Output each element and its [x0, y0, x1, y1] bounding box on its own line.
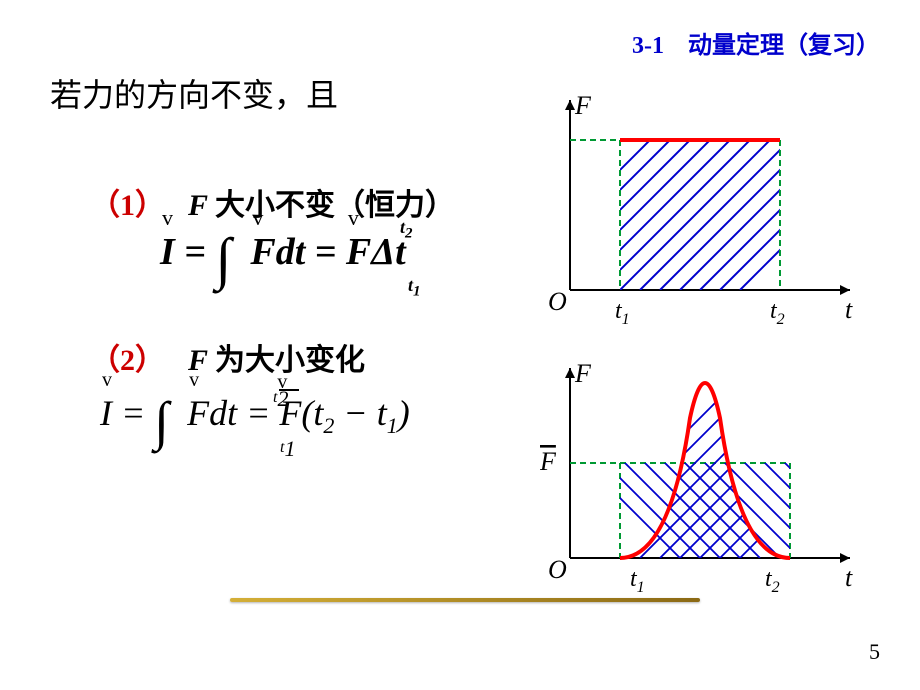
- chart-varying-force: F t O F t1 t2: [540, 358, 870, 608]
- case1-text: F 大小不变（恒力）: [188, 180, 455, 224]
- case1-label: （1）: [90, 180, 165, 224]
- page-number: 5: [869, 639, 880, 665]
- svg-text:F: F: [574, 359, 592, 388]
- page-header: 3-1 动量定理（复习）: [632, 25, 880, 60]
- equation-1: vI = ∫ t2t1 vFdt = vFΔt: [160, 225, 406, 292]
- svg-text:t1: t1: [615, 298, 630, 328]
- svg-text:t: t: [845, 295, 853, 324]
- divider: [230, 598, 700, 602]
- svg-text:F: F: [574, 91, 592, 120]
- svg-text:O: O: [548, 287, 567, 316]
- svg-text:t1: t1: [630, 566, 645, 596]
- intro-text: 若力的方向不变，且: [50, 70, 338, 116]
- svg-text:F: F: [540, 447, 557, 476]
- equation-2: vI = ∫ t2t1 vFdt = vF(t2 − t1): [100, 390, 410, 452]
- svg-text:t2: t2: [770, 298, 785, 328]
- svg-text:O: O: [548, 555, 567, 584]
- svg-text:t2: t2: [765, 566, 780, 596]
- chart-constant-force: F t O t1 t2: [540, 90, 870, 330]
- svg-text:t: t: [845, 563, 853, 592]
